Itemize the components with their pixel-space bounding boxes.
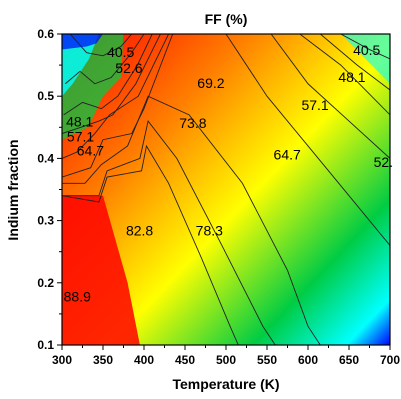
contour-labels: 40.552.648.157.164.769.273.882.8 78.388.9… (64, 42, 393, 304)
contour-label-0: 40.5 (107, 44, 134, 60)
x-tick-label-4: 500 (216, 353, 236, 367)
contour-line-64-7-left (62, 34, 170, 159)
y-tick-label-3: 0.4 (37, 151, 54, 165)
contour-line-52-6-left (63, 34, 153, 116)
contour-line-40-5-left (69, 34, 133, 57)
contour-label-12: 57.1 (301, 97, 328, 113)
x-tick-label-2: 400 (134, 353, 154, 367)
y-axis-title: Indium fraction (5, 139, 21, 240)
y-tick-label-5: 0.6 (37, 27, 54, 41)
color-field-overlays (62, 34, 390, 345)
contour-line-52-6-right (299, 34, 390, 116)
y-tick-label-4: 0.5 (37, 89, 54, 103)
contour-line-78-3 (62, 120, 276, 345)
x-axis-title: Temperature (K) (172, 376, 279, 392)
x-tick-label-1: 350 (93, 353, 113, 367)
contour-label-8: 78.3 (196, 223, 223, 239)
cyan-upper-right-region (340, 34, 390, 84)
contour-label-14: 52. (374, 154, 393, 170)
contour-line-73-8 (62, 95, 321, 345)
contour-label-9: 88.9 (64, 288, 91, 304)
contour-line-82-8 (62, 144, 239, 345)
contour-label-7: 82.8 (126, 223, 153, 239)
x-tick-label-6: 600 (298, 353, 318, 367)
contour-line-48-1-right (320, 34, 390, 91)
contour-label-10: 40.5 (353, 42, 380, 58)
contour-lines (62, 34, 390, 345)
contour-line-48-1-left (64, 34, 145, 85)
contour-label-1: 52.6 (115, 60, 142, 76)
contour-label-3: 57.1 (67, 129, 94, 145)
contour-line-40-5-right (340, 34, 390, 60)
contour-line-57-1-left (62, 34, 161, 134)
x-tick-label-7: 650 (339, 353, 359, 367)
y-tick-label-2: 0.3 (37, 214, 54, 228)
contour-label-2: 48.1 (66, 114, 93, 130)
chart-title: FF (%) (205, 11, 248, 27)
y-tick-label-0: 0.1 (37, 338, 54, 352)
x-axis-ticks: 300 350 400 450 500 550 600 650 700 (52, 345, 400, 367)
x-tick-label-8: 700 (380, 353, 400, 367)
red-core-region (62, 195, 140, 345)
contour-line-64-7-right (225, 34, 390, 246)
contour-label-11: 48.1 (338, 69, 365, 85)
y-axis-ticks: 0.1 0.2 0.3 0.4 0.5 0.6 (37, 27, 62, 352)
contour-label-13: 64.7 (274, 147, 301, 163)
y-tick-label-1: 0.2 (37, 276, 54, 290)
contour-label-4: 64.7 (77, 142, 104, 158)
x-tick-label-0: 300 (52, 353, 72, 367)
x-tick-label-3: 450 (175, 353, 195, 367)
cyan-upper-left-region (62, 34, 99, 97)
blue-corner-region (62, 34, 103, 50)
contour-label-6: 73.8 (179, 115, 206, 131)
x-tick-label-5: 550 (257, 353, 277, 367)
contour-label-5: 69.2 (197, 75, 224, 91)
contour-line-57-1-right (270, 34, 390, 159)
